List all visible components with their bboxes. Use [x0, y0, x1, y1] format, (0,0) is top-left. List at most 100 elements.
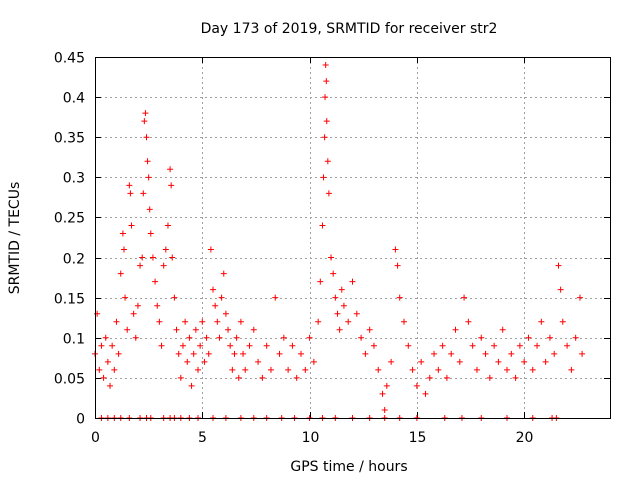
y-tick-labels: 0 0.05 0.1 0.15 0.2 0.25 0.3 0.35 0.4 0.45: [54, 51, 85, 428]
x-tick-label: 0: [91, 430, 100, 446]
data-point: [162, 246, 169, 253]
data-point: [141, 118, 148, 125]
data-point: [396, 294, 403, 301]
data-point: [132, 334, 139, 341]
data-point: [315, 318, 322, 325]
data-point: [370, 342, 377, 349]
data-point: [383, 382, 390, 389]
data-point: [119, 230, 126, 237]
y-axis-label: SRMTID / TECUs: [7, 182, 23, 295]
data-point: [147, 230, 154, 237]
data-point: [338, 286, 345, 293]
data-point: [216, 334, 223, 341]
data-point: [227, 342, 234, 349]
data-point: [293, 374, 300, 381]
data-point: [120, 246, 127, 253]
data-point: [145, 174, 152, 181]
data-point: [366, 326, 373, 333]
data-point: [122, 294, 129, 301]
data-point: [113, 318, 120, 325]
data-point: [323, 78, 330, 85]
data-point: [322, 94, 329, 101]
data-point: [192, 326, 199, 333]
data-point: [140, 190, 147, 197]
data-point: [218, 294, 225, 301]
data-point: [572, 334, 579, 341]
data-point: [237, 318, 244, 325]
data-point: [173, 326, 180, 333]
data-point: [319, 222, 326, 229]
data-point: [267, 366, 274, 373]
plot-frame: [95, 57, 611, 419]
data-point: [461, 294, 468, 301]
data-point: [542, 358, 549, 365]
data-point: [375, 366, 382, 373]
data-point: [317, 278, 324, 285]
chart-title: Day 173 of 2019, SRMTID for receiver str…: [201, 21, 498, 37]
data-point: [117, 270, 124, 277]
data-point: [473, 366, 480, 373]
data-point: [154, 302, 161, 309]
data-point: [409, 366, 416, 373]
data-point: [559, 318, 566, 325]
data-point: [324, 158, 331, 165]
data-point: [469, 342, 476, 349]
data-point: [546, 334, 553, 341]
data-point: [285, 366, 292, 373]
data-point: [167, 166, 174, 173]
data-point: [143, 134, 150, 141]
data-point: [334, 310, 341, 317]
data-point: [188, 382, 195, 389]
data-point: [320, 174, 327, 181]
data-point: [203, 334, 210, 341]
data-point: [538, 318, 545, 325]
data-points: [92, 62, 586, 421]
data-point: [353, 310, 360, 317]
data-point: [250, 326, 257, 333]
data-point: [508, 350, 515, 357]
y-tick-label: 0: [76, 412, 85, 428]
data-point: [184, 358, 191, 365]
data-point: [195, 366, 201, 373]
y-tick-label: 0.45: [54, 51, 85, 67]
data-point: [168, 182, 175, 189]
data-point: [349, 278, 356, 285]
data-point: [272, 294, 279, 301]
y-tick-label: 0.25: [54, 211, 85, 227]
data-point: [214, 318, 221, 325]
data-point: [130, 310, 137, 317]
data-point: [246, 342, 253, 349]
data-point: [111, 366, 118, 373]
data-point: [225, 326, 232, 333]
data-point: [551, 350, 558, 357]
y-tick-label: 0.05: [54, 372, 85, 388]
data-point: [207, 246, 214, 253]
data-point: [330, 270, 337, 277]
data-point: [499, 326, 506, 333]
y-tick-label: 0.3: [63, 171, 85, 187]
data-point: [413, 382, 420, 389]
data-point: [576, 294, 583, 301]
data-point: [231, 350, 238, 357]
data-point: [158, 342, 165, 349]
data-point: [98, 342, 105, 349]
data-point: [439, 342, 446, 349]
data-point: [235, 374, 242, 381]
data-point: [452, 326, 459, 333]
data-point: [525, 334, 532, 341]
data-point: [139, 254, 146, 261]
data-point: [495, 358, 502, 365]
data-point: [263, 342, 270, 349]
y-tick-label: 0.4: [63, 91, 85, 107]
y-tick-label: 0.15: [54, 292, 85, 308]
data-point: [443, 374, 450, 381]
data-point: [325, 190, 332, 197]
data-point: [358, 334, 365, 341]
y-tick-label: 0.2: [63, 252, 85, 268]
data-point: [289, 342, 296, 349]
data-point: [379, 390, 386, 397]
data-point: [306, 334, 313, 341]
data-point: [128, 222, 135, 229]
data-point: [222, 310, 229, 317]
x-tick-label: 10: [302, 430, 320, 446]
